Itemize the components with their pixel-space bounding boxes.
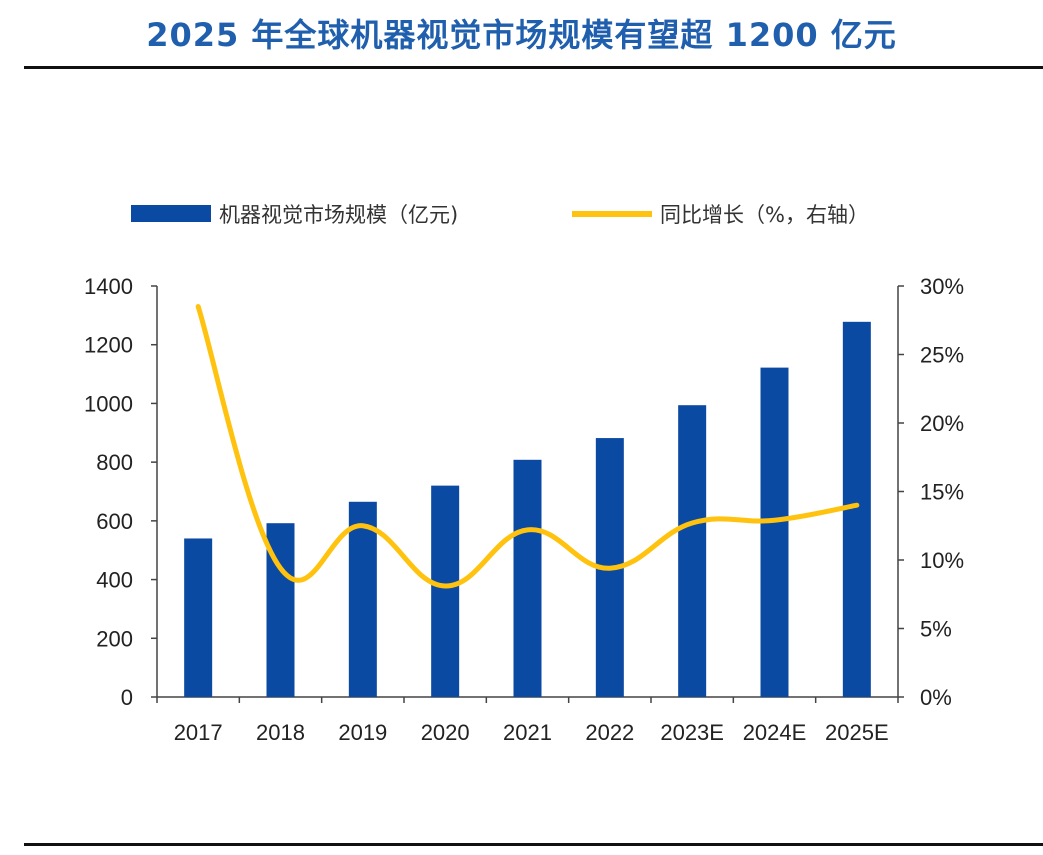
right-axis: 0% 5% 10% 15% 20% 25% 30%: [897, 274, 964, 710]
left-tick-label: 600: [96, 509, 133, 534]
left-tick-label: 400: [96, 568, 133, 593]
x-axis: 2017 2018 2019 2020 2021 2022 2023E 2024E 2025E: [156, 696, 899, 745]
left-tick-label: 200: [96, 626, 133, 651]
left-tick-label: 0: [121, 685, 133, 710]
right-tick-label: 25%: [920, 343, 964, 368]
legend-line-label: 同比增长（%，右轴）: [660, 203, 869, 227]
right-tick-label: 5%: [920, 617, 952, 642]
left-tick-label: 800: [96, 450, 133, 475]
x-tick-label: 2019: [338, 720, 387, 745]
bar-series: [184, 321, 871, 697]
legend-bar-label: 机器视觉市场规模（亿元): [219, 203, 458, 227]
left-tick-label: 1000: [84, 391, 133, 416]
x-tick-label: 2021: [503, 720, 552, 745]
bar-2019: [348, 501, 377, 697]
bar-2017: [184, 538, 213, 697]
x-tick-label: 2017: [174, 720, 223, 745]
growth-line-series: [195, 304, 860, 589]
x-tick-label: 2020: [421, 720, 470, 745]
right-tick-label: 30%: [920, 274, 964, 299]
x-tick-label: 2018: [256, 720, 305, 745]
x-tick-label: 2022: [585, 720, 634, 745]
left-axis: 0 200 400 600 800 1000 1200 1400: [84, 274, 158, 710]
x-tick-label: 2024E: [743, 720, 807, 745]
x-tick-label: 2025E: [825, 720, 889, 745]
legend-bar-swatch: [131, 205, 211, 222]
right-tick-label: 10%: [920, 548, 964, 573]
chart-title: 2025 年全球机器视觉市场规模有望超 1200 亿元: [146, 16, 897, 54]
bottom-divider: [24, 843, 1043, 846]
top-divider: [24, 66, 1043, 69]
bar-2020: [431, 485, 460, 697]
x-tick-label: 2023E: [660, 720, 724, 745]
bar-2023E: [678, 405, 707, 697]
bar-2024E: [760, 367, 789, 697]
left-tick-label: 1400: [84, 274, 133, 299]
bar-2021: [513, 459, 542, 697]
right-tick-label: 15%: [920, 480, 964, 505]
legend: 机器视觉市场规模（亿元) 同比增长（%，右轴）: [131, 203, 869, 227]
right-tick-label: 0%: [920, 685, 952, 710]
right-tick-label: 20%: [920, 411, 964, 436]
left-tick-label: 1200: [84, 333, 133, 358]
